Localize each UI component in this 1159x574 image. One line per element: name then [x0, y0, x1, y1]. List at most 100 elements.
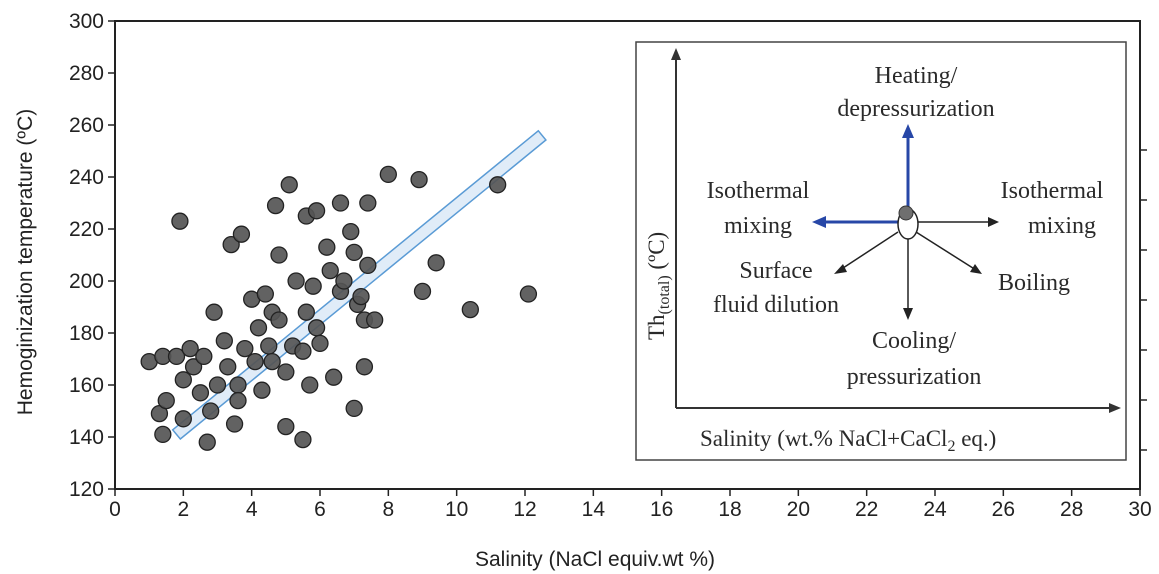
data-point [345, 243, 363, 262]
y-axis-ticks: 120 140 160 180 200 220 240 260 280 300 [69, 10, 115, 501]
label-cooling-1: Cooling/ [872, 328, 956, 354]
y-tick-label: 280 [69, 62, 104, 85]
data-point [318, 238, 336, 256]
data-point [222, 235, 240, 254]
label-heating-1: Heating/ [875, 63, 958, 89]
x-tick-label: 12 [513, 498, 536, 521]
inset-diagram: Th(total) (ºC) Salinity (wt.% NaCl+CaCl2… [635, 41, 1127, 461]
data-point [359, 256, 377, 275]
inset-x-axis-label: Salinity (wt.% NaCl+CaCl2 eq.) [700, 426, 996, 455]
surface-arrow [839, 231, 899, 271]
inset-y-label-sub: (total) [656, 275, 673, 314]
data-point [379, 165, 397, 184]
data-point [413, 282, 432, 301]
data-point [215, 332, 233, 350]
data-point [345, 399, 363, 418]
data-point [325, 368, 343, 386]
data-point [287, 272, 305, 290]
y-tick-label: 120 [69, 478, 104, 501]
y-tick-label: 140 [69, 426, 104, 449]
data-point [202, 402, 220, 420]
data-point [181, 339, 199, 358]
data-point [225, 415, 244, 433]
data-point [335, 272, 353, 290]
data-point [410, 170, 428, 189]
data-point [191, 384, 210, 402]
data-point [342, 222, 360, 241]
x-tick-label: 26 [992, 498, 1015, 521]
inset-y-axis-label: Th(total) (ºC) [644, 232, 673, 340]
inset-y-label-main: Th [644, 314, 669, 340]
data-point [198, 433, 216, 451]
data-point [297, 303, 315, 321]
y-tick-label: 240 [69, 166, 104, 189]
data-point [321, 261, 339, 280]
x-tick-label: 24 [923, 498, 947, 521]
surface-arrowhead [834, 264, 847, 274]
x-tick-label: 18 [718, 498, 741, 521]
inset-x-label-post: eq.) [955, 426, 996, 451]
trend-band-shape [171, 129, 547, 441]
trend-band [171, 129, 547, 441]
data-point [427, 254, 445, 272]
data-point [208, 376, 227, 394]
scatter-points [140, 165, 538, 451]
data-point [205, 303, 223, 321]
inset-frame [635, 41, 1127, 461]
iso-right-arrowhead [988, 217, 999, 227]
x-tick-label: 20 [787, 498, 810, 521]
x-tick-label: 16 [650, 498, 673, 521]
y-tick-label: 220 [69, 218, 104, 241]
heating-arrowhead [902, 124, 914, 138]
data-point [352, 287, 370, 306]
label-boiling: Boiling [998, 270, 1070, 296]
data-point [266, 196, 285, 215]
data-point [489, 176, 507, 194]
data-point [154, 425, 172, 444]
x-tick-label: 0 [109, 498, 121, 521]
data-point [174, 371, 192, 389]
data-point [195, 347, 213, 366]
x-tick-label: 14 [582, 498, 606, 521]
data-point [304, 277, 322, 295]
x-axis-ticks: 0 2 4 6 8 10 12 14 16 18 20 22 24 26 28 30 [109, 489, 1152, 521]
inset-x-label-sub: 2 [947, 438, 955, 455]
data-point [260, 337, 278, 355]
x-tick-label: 4 [246, 498, 258, 521]
inset-x-arrowhead [1109, 403, 1121, 413]
plot-frame [114, 20, 1141, 490]
label-iso-left-1: Isothermal [707, 178, 810, 204]
y-tick-label: 300 [69, 10, 104, 33]
data-point [294, 342, 312, 360]
label-cooling-2: pressurization [847, 364, 982, 390]
data-point [184, 358, 203, 376]
y-axis-title: Hemoginization temperature (ºC) [14, 109, 37, 415]
y-tick-label: 160 [69, 374, 104, 397]
data-point [229, 376, 247, 394]
label-surface-2: fluid dilution [713, 292, 839, 318]
inset-y-label-unit: (ºC) [644, 232, 669, 276]
data-point [307, 319, 326, 337]
y-tick-label: 180 [69, 322, 104, 345]
data-point [359, 194, 377, 212]
data-point [157, 391, 175, 410]
origin-dot [898, 205, 914, 221]
data-point [232, 225, 251, 243]
cooling-arrowhead [903, 308, 913, 320]
data-point [277, 363, 295, 381]
data-point [219, 358, 237, 376]
data-point [355, 358, 374, 376]
data-point [270, 246, 288, 264]
boiling-arrow [915, 231, 977, 271]
data-point [246, 352, 264, 371]
data-point [301, 376, 319, 394]
x-axis-title: Salinity (NaCl equiv.wt %) [475, 548, 715, 571]
data-point [263, 352, 281, 371]
x-tick-label: 30 [1128, 498, 1151, 521]
data-point [280, 176, 298, 194]
label-iso-left-2: mixing [724, 213, 792, 239]
y-tick-label: 260 [69, 114, 104, 137]
data-point [270, 311, 288, 329]
data-point [519, 285, 538, 303]
